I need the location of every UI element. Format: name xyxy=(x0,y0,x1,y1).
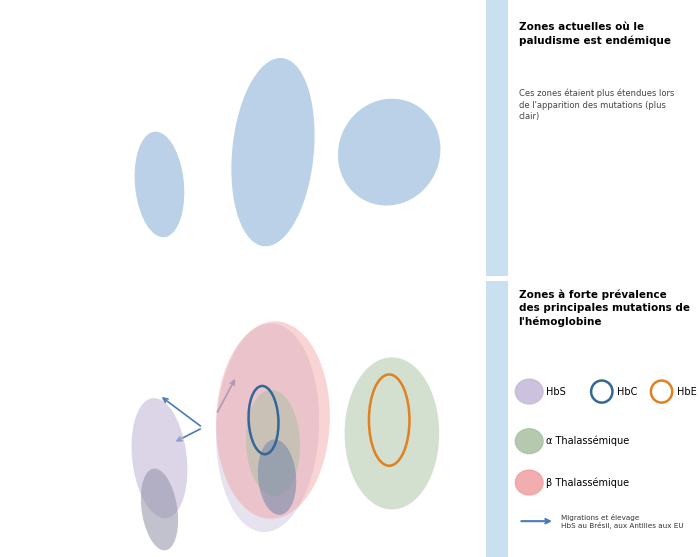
Ellipse shape xyxy=(515,379,543,404)
Ellipse shape xyxy=(515,429,543,453)
Text: α Thalassémique: α Thalassémique xyxy=(546,436,629,447)
Ellipse shape xyxy=(258,439,296,515)
Ellipse shape xyxy=(344,358,439,510)
Text: HbS: HbS xyxy=(546,387,566,397)
Text: Zones actuelles où le
paludisme est endémique: Zones actuelles où le paludisme est endé… xyxy=(519,22,671,46)
Ellipse shape xyxy=(216,323,319,532)
Text: Ces zones étaient plus étendues lors
de l'apparition des mutations (plus
clair): Ces zones étaient plus étendues lors de … xyxy=(519,88,674,121)
Ellipse shape xyxy=(132,398,188,518)
Text: HbC: HbC xyxy=(617,387,637,397)
Ellipse shape xyxy=(515,470,543,495)
Ellipse shape xyxy=(232,58,314,246)
Text: Migrations et élevage
HbS au Brésil, aux Antilles aux EU: Migrations et élevage HbS au Brésil, aux… xyxy=(561,514,684,529)
Bar xyxy=(486,281,507,557)
Ellipse shape xyxy=(216,321,330,519)
Bar xyxy=(486,0,507,276)
Ellipse shape xyxy=(246,390,300,496)
Ellipse shape xyxy=(338,99,440,206)
Text: HbE: HbE xyxy=(676,387,696,397)
Text: Zones à forte prévalence
des principales mutations de
l'hémoglobine: Zones à forte prévalence des principales… xyxy=(519,290,690,327)
Text: β Thalassémique: β Thalassémique xyxy=(546,477,629,488)
Ellipse shape xyxy=(141,468,178,550)
Ellipse shape xyxy=(134,131,184,237)
